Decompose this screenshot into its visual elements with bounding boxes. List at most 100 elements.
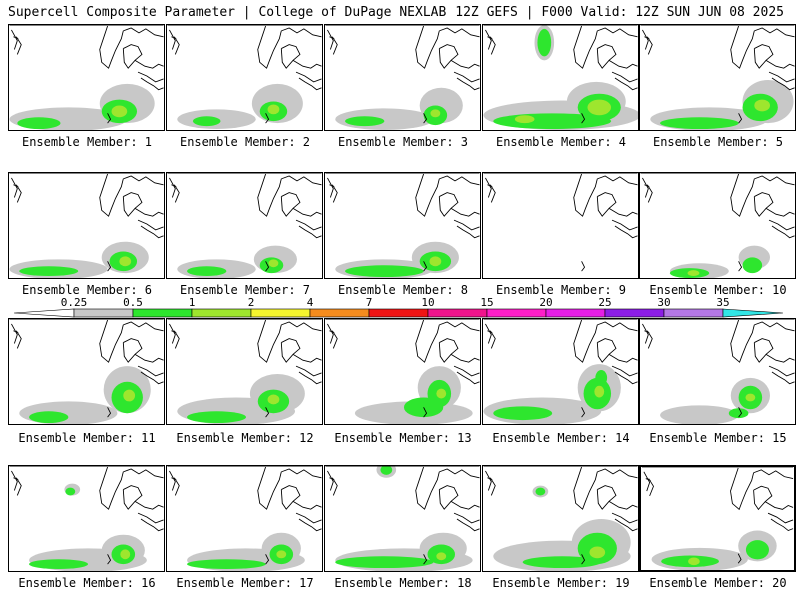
coastline — [9, 173, 164, 272]
map-panel-member-11 — [8, 318, 165, 425]
coastline — [640, 25, 795, 124]
member-label-15: Ensemble Member: 15 — [649, 431, 787, 445]
colorbar-tick-label: 4 — [307, 296, 314, 309]
member-label-12: Ensemble Member: 12 — [176, 431, 314, 445]
map-panel-member-12 — [166, 318, 323, 425]
member-label-3: Ensemble Member: 3 — [337, 135, 469, 149]
colorbar-segment — [132, 308, 193, 318]
map-panel-member-20 — [639, 465, 796, 572]
colorbar-tick-label: 10 — [421, 296, 434, 309]
map-plot — [483, 319, 638, 424]
map-panel-member-19 — [482, 465, 639, 572]
member-label-5: Ensemble Member: 5 — [652, 135, 784, 149]
colorbar-tick-label: 2 — [248, 296, 255, 309]
map-plot — [640, 173, 795, 278]
colorbar-segment — [309, 308, 370, 318]
colorbar-tick-label: 0.5 — [123, 296, 143, 309]
coastline — [167, 466, 322, 565]
map-plot — [167, 466, 322, 571]
member-label-13: Ensemble Member: 13 — [334, 431, 472, 445]
colorbar-tick-label: 1 — [189, 296, 196, 309]
member-label-7: Ensemble Member: 7 — [179, 283, 311, 297]
coastline — [483, 319, 638, 418]
coastline — [640, 173, 795, 272]
coastline — [483, 173, 638, 272]
colorbar-segment — [722, 308, 784, 318]
member-label-6: Ensemble Member: 6 — [21, 283, 153, 297]
member-label-14: Ensemble Member: 14 — [492, 431, 630, 445]
map-panel-member-9 — [482, 172, 639, 279]
member-label-8: Ensemble Member: 8 — [337, 283, 469, 297]
colorbar-segment — [250, 308, 311, 318]
map-plot — [9, 173, 164, 278]
map-plot — [325, 319, 480, 424]
coastline — [483, 25, 638, 124]
colorbar-tick-label: 30 — [657, 296, 670, 309]
coastline — [640, 319, 795, 418]
coastline — [167, 319, 322, 418]
member-label-4: Ensemble Member: 4 — [495, 135, 627, 149]
coastline — [9, 319, 164, 418]
colorbar-tick-label: 0.25 — [61, 296, 88, 309]
map-panel-member-1 — [8, 24, 165, 131]
colorbar-segment — [663, 308, 724, 318]
map-panel-member-14 — [482, 318, 639, 425]
colorbar-tick-label: 20 — [539, 296, 552, 309]
map-plot — [9, 25, 164, 130]
colorbar-segment — [13, 308, 75, 318]
map-plot — [167, 319, 322, 424]
member-label-2: Ensemble Member: 2 — [179, 135, 311, 149]
map-panel-member-17 — [166, 465, 323, 572]
colorbar-tick-label: 35 — [716, 296, 729, 309]
map-panel-member-6 — [8, 172, 165, 279]
coastline — [325, 466, 480, 565]
colorbar-segment — [486, 308, 547, 318]
map-plot — [641, 467, 794, 570]
member-label-9: Ensemble Member: 9 — [495, 283, 627, 297]
map-panel-member-8 — [324, 172, 481, 279]
map-panel-member-4 — [482, 24, 639, 131]
coastline — [483, 466, 638, 565]
coastline — [325, 25, 480, 124]
colorbar-segment — [545, 308, 606, 318]
colorbar-tick-label: 25 — [598, 296, 611, 309]
coastline — [325, 319, 480, 418]
map-plot — [9, 466, 164, 571]
member-label-18: Ensemble Member: 18 — [334, 576, 472, 590]
coastline — [9, 25, 164, 124]
map-plot — [483, 25, 638, 130]
member-label-16: Ensemble Member: 16 — [18, 576, 156, 590]
map-panel-member-18 — [324, 465, 481, 572]
colorbar-tick-label: 15 — [480, 296, 493, 309]
coastline — [167, 25, 322, 124]
colorbar-segment — [427, 308, 488, 318]
map-plot — [483, 466, 638, 571]
member-label-19: Ensemble Member: 19 — [492, 576, 630, 590]
map-panel-member-13 — [324, 318, 481, 425]
map-plot — [9, 319, 164, 424]
map-plot — [167, 173, 322, 278]
colorbar-legend: 0.25 0.5 1 2 4 7 10 15 20 25 30 35 — [13, 296, 784, 318]
map-panel-member-3 — [324, 24, 481, 131]
member-label-17: Ensemble Member: 17 — [176, 576, 314, 590]
colorbar-segment — [368, 308, 429, 318]
colorbar-segment — [604, 308, 665, 318]
map-plot — [640, 319, 795, 424]
member-label-1: Ensemble Member: 1 — [21, 135, 153, 149]
map-panel-member-7 — [166, 172, 323, 279]
map-plot — [325, 466, 480, 571]
map-panel-member-10 — [639, 172, 796, 279]
map-panel-member-15 — [639, 318, 796, 425]
member-label-10: Ensemble Member: 10 — [649, 283, 787, 297]
map-plot — [483, 173, 638, 272]
map-plot — [167, 25, 322, 130]
coastline — [641, 467, 794, 564]
colorbar-segment — [191, 308, 252, 318]
run-info: 12Z GEFS | F000 Valid: 12Z SUN JUN 08 20… — [455, 5, 784, 20]
coastline — [9, 466, 164, 565]
map-plot — [325, 173, 480, 278]
map-panel-member-5 — [639, 24, 796, 131]
member-label-20: Ensemble Member: 20 — [649, 576, 787, 590]
map-panel-member-16 — [8, 465, 165, 572]
colorbar-tick-label: 7 — [366, 296, 373, 309]
